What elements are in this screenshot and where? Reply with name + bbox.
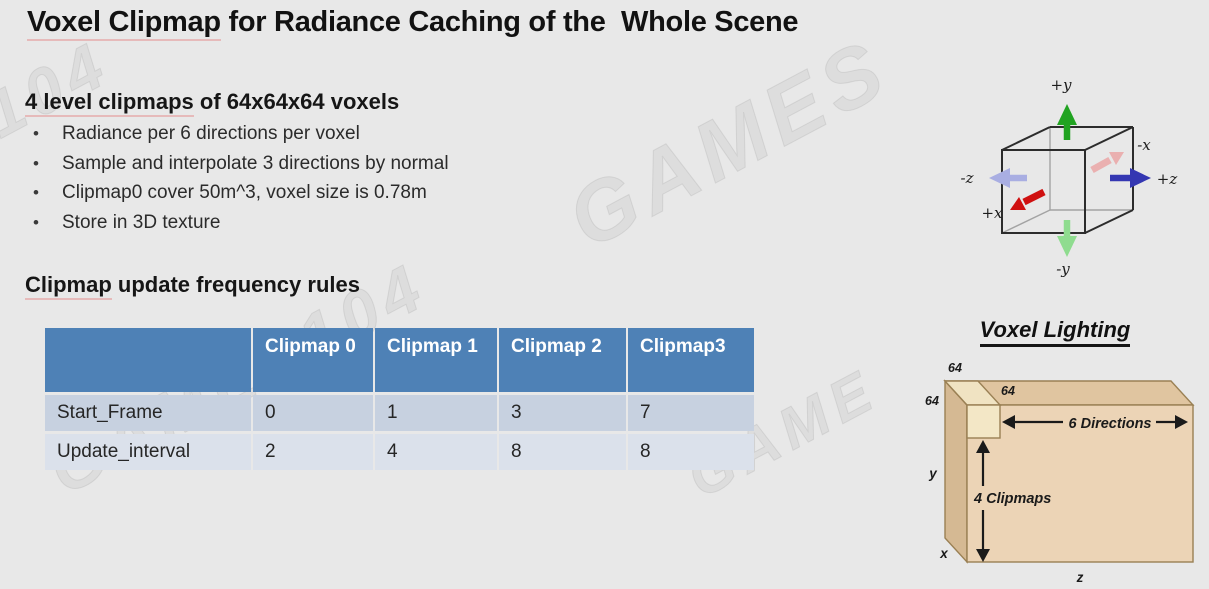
size-label-64-inner: 64 xyxy=(1001,384,1015,398)
table-cell: 2 xyxy=(253,434,373,470)
table-header-clipmap3: Clipmap3 xyxy=(628,328,754,392)
table-cell: 4 xyxy=(375,434,497,470)
clipmaps-arrowhead-bottom xyxy=(976,549,990,562)
pos-x-label: +x xyxy=(981,204,1003,222)
table-header-clipmap1: Clipmap 1 xyxy=(375,328,497,392)
size-label-64-top: 64 xyxy=(948,361,962,375)
bullet-item: Store in 3D texture xyxy=(25,208,645,238)
rules-heading-rest: update frequency rules xyxy=(111,272,360,297)
clipmaps-bullet-list: Radiance per 6 directions per voxel Samp… xyxy=(25,119,645,237)
neg-y-arrowhead xyxy=(1057,236,1077,257)
neg-x-label: -x xyxy=(1137,136,1151,154)
bullet-item: Radiance per 6 directions per voxel xyxy=(25,119,645,149)
neg-z-arrowhead xyxy=(989,168,1010,188)
table-row-label: Start_Frame xyxy=(45,395,251,431)
voxel-lighting-diagram: 6 Directions 4 Clipmaps 64 64 64 y x z xyxy=(925,361,1195,585)
table-cell: 0 xyxy=(253,395,373,431)
clipmap-frequency-table: Clipmap 0 Clipmap 1 Clipmap 2 Clipmap3 S… xyxy=(45,328,754,470)
size-label-64-left: 64 xyxy=(925,394,939,408)
table-cell: 3 xyxy=(499,395,626,431)
table-header-clipmap0: Clipmap 0 xyxy=(253,328,373,392)
axis-z-label: z xyxy=(1076,570,1084,585)
cube-edge xyxy=(1084,126,1134,151)
clipmaps-heading: 4 level clipmaps of 64x64x64 voxels xyxy=(25,89,400,117)
pos-x-arrow xyxy=(1022,188,1046,206)
axis-cube-diagram: +y -y -z +z +x -x xyxy=(961,76,1178,278)
rules-heading-underlined: Clipmap xyxy=(25,272,112,300)
directions-label: 6 Directions xyxy=(1069,416,1152,432)
clipmaps-label: 4 Clipmaps xyxy=(973,491,1051,507)
neg-z-label: -z xyxy=(961,169,974,187)
table-header-clipmap2: Clipmap 2 xyxy=(499,328,626,392)
table-cell: 7 xyxy=(628,395,754,431)
slide-title: Voxel Clipmap for Radiance Caching of th… xyxy=(27,6,799,41)
neg-x-arrowhead xyxy=(1109,152,1124,165)
directions-arrowhead-right xyxy=(1175,415,1188,429)
cube-edge xyxy=(1001,126,1051,151)
table-cell: 8 xyxy=(628,434,754,470)
pos-x-arrowhead xyxy=(1010,197,1026,210)
clipmaps-arrowhead-top xyxy=(976,440,990,453)
table-header-empty xyxy=(45,328,251,392)
neg-x-arrow xyxy=(1090,156,1112,174)
axis-x-label: x xyxy=(939,546,948,561)
slide-title-rest: for Radiance Caching of the Whole Scene xyxy=(220,6,799,38)
pos-y-arrowhead xyxy=(1057,104,1077,125)
voxel-lighting-title-text: Voxel Lighting xyxy=(979,317,1131,347)
directions-arrowhead-left xyxy=(1002,415,1015,429)
pos-z-label: +z xyxy=(1157,170,1178,188)
pos-y-label: +y xyxy=(1050,76,1072,94)
table-cell: 1 xyxy=(375,395,497,431)
pos-z-arrowhead xyxy=(1130,168,1151,188)
slide-title-underlined: Voxel Clipmap xyxy=(27,6,221,41)
voxel-cell-front-face xyxy=(966,404,1001,439)
clipmaps-heading-underlined: 4 level clipmaps xyxy=(25,89,194,117)
bullet-item: Sample and interpolate 3 directions by n… xyxy=(25,149,645,179)
axis-y-label: y xyxy=(928,466,938,481)
voxel-lighting-title: Voxel Lighting xyxy=(930,317,1180,347)
bullet-item: Clipmap0 cover 50m^3, voxel size is 0.78… xyxy=(25,178,645,208)
box-side-face xyxy=(944,379,968,564)
box-front-face xyxy=(966,404,1194,563)
neg-y-label: -y xyxy=(1056,260,1070,278)
cube-hidden-edge xyxy=(1001,209,1051,234)
rules-heading: Clipmap update frequency rules xyxy=(25,272,360,300)
clipmaps-heading-rest: of 64x64x64 voxels xyxy=(193,89,400,114)
table-cell: 8 xyxy=(499,434,626,470)
cube-edge xyxy=(1084,209,1134,234)
table-row-label: Update_interval xyxy=(45,434,251,470)
